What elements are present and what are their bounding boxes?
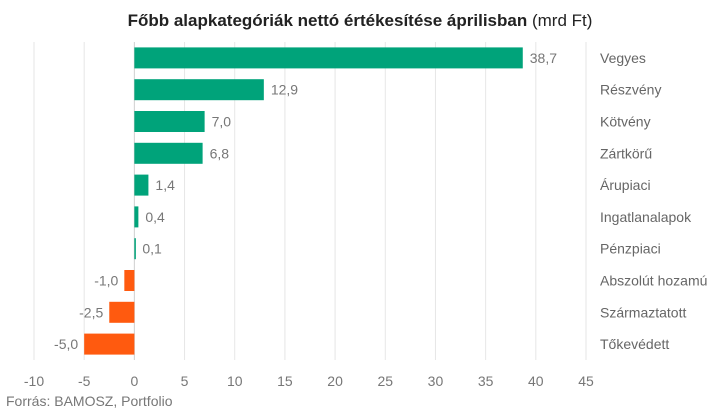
category-label: Származtatott [600,304,686,320]
bar [134,174,149,196]
x-tick-label: -5 [78,373,91,389]
bar-value-label: 38,7 [530,50,557,66]
bar-value-label: 7,0 [212,114,232,130]
bar [124,270,135,291]
x-tick-label: 5 [181,373,189,389]
category-label: Ingatlanalapok [600,209,692,225]
x-tick-label: 15 [277,373,293,389]
category-label: Abszolút hozamú [600,273,707,289]
x-tick-label: -10 [24,373,44,389]
bar-value-label: 0,1 [142,241,162,257]
bar [134,142,203,164]
category-label: Árupiaci [600,177,651,193]
category-label: Vegyes [600,50,646,66]
x-tick-label: 45 [578,373,594,389]
bar [109,301,135,323]
bar [134,206,139,228]
category-label: Részvény [600,82,661,98]
x-tick-label: 35 [478,373,494,389]
bar-value-label: 0,4 [145,209,165,225]
category-label: Tőkevédett [600,336,669,352]
bar-value-label: 1,4 [155,177,175,193]
category-label: Kötvény [600,114,651,130]
bar-value-label: -2,5 [79,304,103,320]
category-label: Zártkörű [600,145,652,161]
bar-value-label: 12,9 [271,82,298,98]
bar-value-label: -1,0 [94,273,118,289]
bar [134,111,205,132]
bar [84,333,135,355]
category-label: Pénzpiaci [600,241,661,257]
bar-value-label: 6,8 [210,145,230,161]
chart-title-main: Főbb alapkategóriák nettó értékesítése á… [127,11,528,30]
bar [134,47,523,69]
bar-value-label: -5,0 [54,336,78,352]
x-tick-label: 0 [130,373,138,389]
bar [134,79,264,101]
x-tick-label: 25 [377,373,393,389]
x-tick-label: 20 [327,373,343,389]
x-tick-label: 30 [428,373,444,389]
chart-title-unit: (mrd Ft) [531,11,593,30]
bar [134,238,136,260]
chart-title: Főbb alapkategóriák nettó értékesítése á… [0,11,720,31]
x-tick-label: 40 [528,373,544,389]
source-note: Forrás: BAMOSZ, Portfolio [6,393,173,409]
x-tick-label: 10 [227,373,243,389]
